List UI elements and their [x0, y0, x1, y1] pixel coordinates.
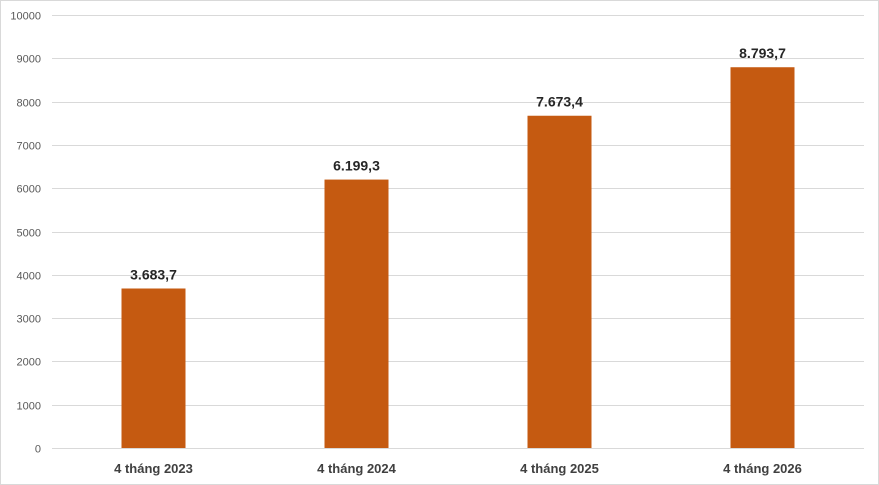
data-label: 6.199,3: [333, 158, 380, 174]
x-tick-label: 4 tháng 2025: [520, 461, 599, 476]
y-tick-label: 10000: [10, 11, 41, 23]
y-tick-label: 3000: [17, 314, 41, 326]
gridlines: [52, 15, 864, 449]
data-label: 7.673,4: [536, 94, 583, 110]
bar: [527, 115, 592, 448]
y-tick-label: 9000: [17, 54, 41, 66]
x-tick-label: 4 tháng 2024: [317, 461, 397, 476]
bar: [730, 67, 795, 448]
y-tick-label: 8000: [17, 98, 41, 110]
y-tick-label: 2000: [17, 357, 41, 369]
bar: [324, 179, 389, 448]
y-tick-label: 5000: [17, 228, 41, 240]
x-tick-label: 4 tháng 2023: [114, 461, 193, 476]
x-tick-label: 4 tháng 2026: [723, 461, 802, 476]
y-tick-label: 1000: [17, 401, 41, 413]
data-label: 3.683,7: [130, 266, 177, 282]
y-tick-label: 4000: [17, 271, 41, 283]
bar: [121, 288, 186, 448]
data-labels: 3.683,7 6.199,3 7.673,4 8.793,7: [130, 45, 786, 282]
bars: [121, 67, 795, 448]
y-axis-ticks: 0 1000 2000 3000 4000 5000 6000 7000 8000 9000 100…: [10, 11, 41, 456]
data-label: 8.793,7: [739, 45, 786, 61]
y-tick-label: 6000: [17, 184, 41, 196]
y-tick-label: 7000: [17, 141, 41, 153]
x-axis-ticks: 4 tháng 2023 4 tháng 2024 4 tháng 2025 4 th…: [114, 461, 802, 476]
y-tick-label: 0: [35, 444, 41, 456]
